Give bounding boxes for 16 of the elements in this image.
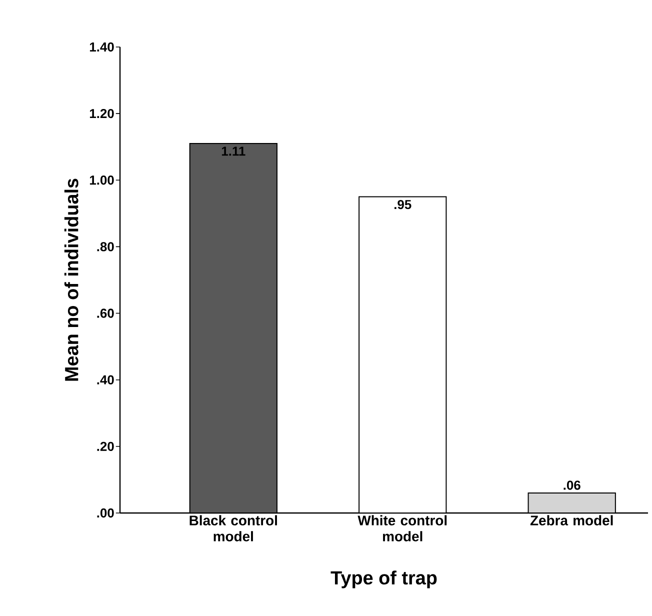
- y-axis-title: Mean no of individuals: [64, 178, 78, 381]
- y-tick-label: .40: [97, 375, 114, 384]
- y-tick-label: 1.40: [90, 42, 114, 52]
- y-tick-label: .00: [97, 508, 114, 518]
- x-tick-label: White control model: [358, 515, 447, 542]
- data-label: 1.11: [222, 146, 246, 156]
- y-tick-label: .80: [97, 242, 114, 252]
- x-axis-title: Type of trap: [330, 570, 437, 588]
- data-label: .06: [564, 480, 580, 490]
- x-tick-label: Black control model: [190, 515, 277, 542]
- y-tick-label: .60: [97, 308, 114, 318]
- y-tick-label: 1.20: [90, 108, 114, 118]
- y-tick-label: .20: [97, 442, 114, 451]
- data-label: .95: [394, 200, 412, 210]
- y-tick-label: 1.00: [90, 176, 114, 185]
- x-tick-label: Zebra model: [530, 515, 613, 526]
